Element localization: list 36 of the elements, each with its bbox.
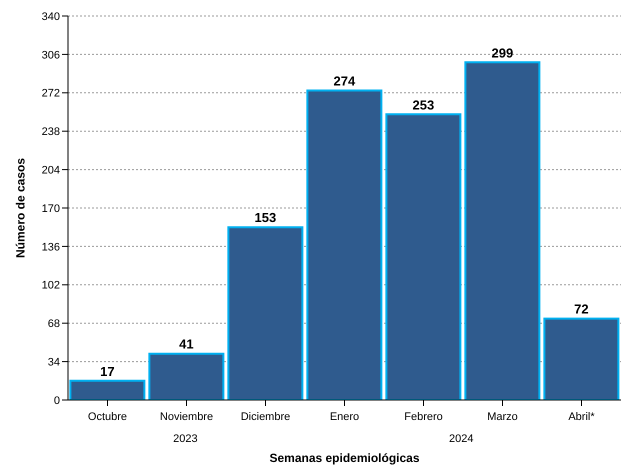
y-tick-label: 340 <box>42 10 60 23</box>
y-tick-label: 238 <box>42 126 60 138</box>
bar <box>385 113 462 400</box>
data-label: 41 <box>179 336 194 352</box>
bar <box>543 318 620 400</box>
x-tick-label: Noviembre <box>160 411 214 423</box>
y-tick-label: 170 <box>42 202 60 215</box>
y-tick-label: 204 <box>42 164 60 177</box>
bar <box>69 380 146 400</box>
x-tick-label: Enero <box>330 411 360 423</box>
data-label: 72 <box>574 302 589 317</box>
x-tick-label: Diciembre <box>240 411 290 423</box>
text: 2024 <box>449 433 474 445</box>
y-tick-label: 136 <box>42 241 60 254</box>
bar <box>306 90 382 400</box>
y-tick-label: 102 <box>42 280 60 292</box>
bar <box>148 352 224 400</box>
x-tick-label: Octubre <box>88 411 128 423</box>
y-tick-label: 272 <box>42 88 60 100</box>
x-tick-label: Abril* <box>568 411 596 423</box>
bar <box>464 61 540 400</box>
y-tick-label: 306 <box>42 49 60 62</box>
y-tick-label: 34 <box>48 356 60 369</box>
y-axis-title: Número de casos <box>13 158 28 258</box>
y-tick-label: 68 <box>48 318 60 330</box>
x-tick-label: Marzo <box>487 411 518 423</box>
data-label: 274 <box>334 74 356 89</box>
data-label: 253 <box>412 97 434 112</box>
data-label: 153 <box>254 210 276 226</box>
data-label: 17 <box>100 364 115 379</box>
x-axis-title: Semanas epidemiológicas <box>269 451 420 465</box>
y-tick-label: 0 <box>54 394 60 407</box>
text: 2023 <box>173 433 198 445</box>
bar <box>227 226 304 400</box>
data-label: 299 <box>492 45 514 60</box>
x-tick-label: Febrero <box>404 411 443 423</box>
